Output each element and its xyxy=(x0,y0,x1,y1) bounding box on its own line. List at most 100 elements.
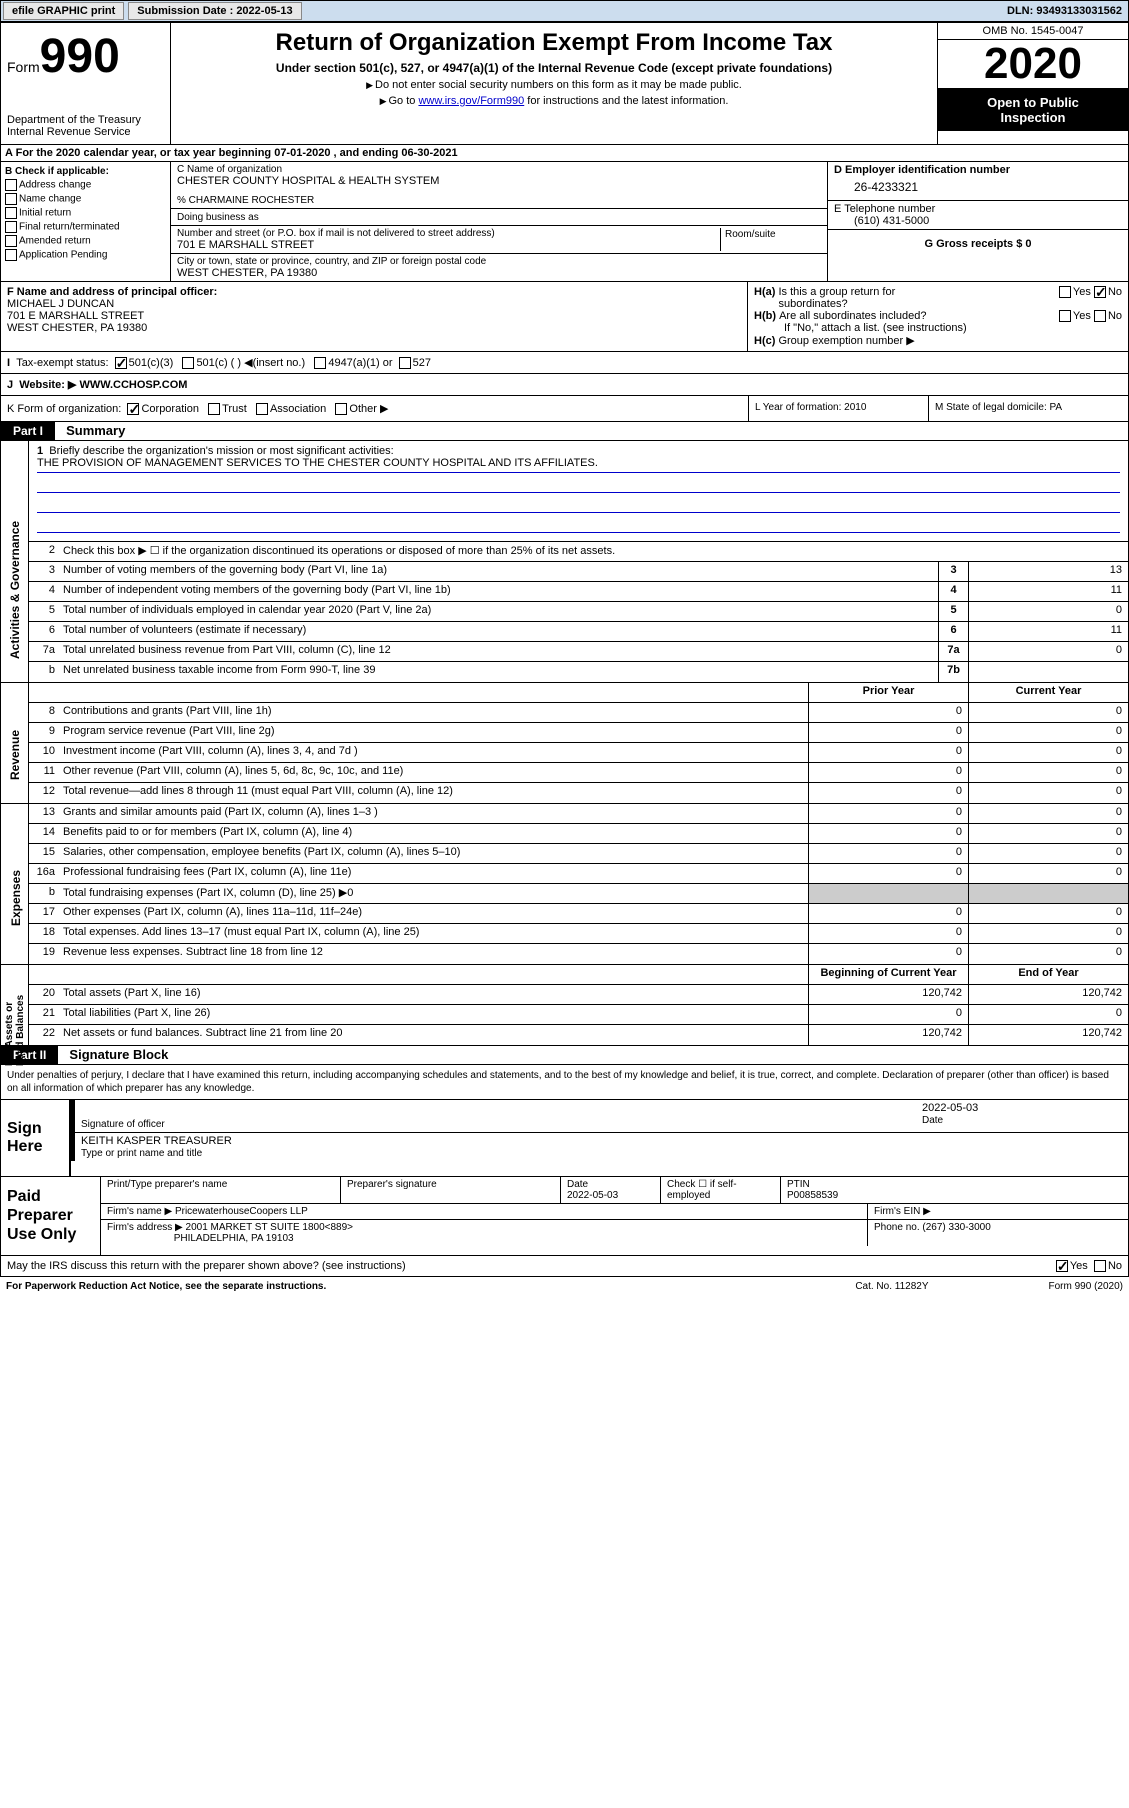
box-k: K Form of organization: Corporation Trus… xyxy=(1,396,748,421)
current-year-val: 120,742 xyxy=(968,1025,1128,1045)
current-year-val: 0 xyxy=(968,743,1128,762)
cb-amended[interactable] xyxy=(5,235,17,247)
summary-row: 21Total liabilities (Part X, line 26)00 xyxy=(29,1005,1128,1025)
cb-501c[interactable] xyxy=(182,357,194,369)
row-desc: Total unrelated business revenue from Pa… xyxy=(59,642,938,661)
sig-date-label: Date xyxy=(922,1115,943,1126)
phone-label: E Telephone number xyxy=(834,203,1122,215)
page-footer: For Paperwork Reduction Act Notice, see … xyxy=(0,1277,1129,1296)
current-year-val: 0 xyxy=(968,944,1128,964)
vtab-revenue: Revenue xyxy=(8,720,22,780)
discuss-question: May the IRS discuss this return with the… xyxy=(7,1260,1056,1272)
irs-label: Internal Revenue Service xyxy=(7,126,164,138)
row-desc: Net assets or fund balances. Subtract li… xyxy=(59,1025,808,1045)
box-b: B Check if applicable: Address change Na… xyxy=(1,162,171,281)
cb-corporation[interactable] xyxy=(127,403,139,415)
form-990-num: 990 xyxy=(40,30,120,83)
form990-link[interactable]: www.irs.gov/Form990 xyxy=(418,95,524,107)
row-num: b xyxy=(29,662,59,682)
ha-yes: Yes xyxy=(1073,286,1091,310)
ssn-note: Do not enter social security numbers on … xyxy=(177,79,931,91)
lbl-initial-return: Initial return xyxy=(19,208,71,219)
row-desc: Investment income (Part VIII, column (A)… xyxy=(59,743,808,762)
summary-row: 3Number of voting members of the governi… xyxy=(29,562,1128,582)
ha-text1: Is this a group return for xyxy=(778,286,895,298)
lbl-4947: 4947(a)(1) or xyxy=(328,357,392,369)
row-num: 3 xyxy=(29,562,59,581)
lbl-final-return: Final return/terminated xyxy=(19,222,120,233)
row-num: 13 xyxy=(29,804,59,823)
cat-number: Cat. No. 11282Y xyxy=(855,1281,928,1292)
hb-text: Are all subordinates included? xyxy=(779,310,1059,322)
lbl-other: Other ▶ xyxy=(349,403,388,415)
lbl-app-pending: Application Pending xyxy=(19,250,107,261)
cb-4947[interactable] xyxy=(314,357,326,369)
row-num: 17 xyxy=(29,904,59,923)
box-c: C Name of organization CHESTER COUNTY HO… xyxy=(171,162,828,281)
sign-here-block: Sign Here Signature of officer 2022-05-0… xyxy=(0,1100,1129,1177)
box-deg: D Employer identification number 26-4233… xyxy=(828,162,1128,281)
current-year-val: 120,742 xyxy=(968,985,1128,1004)
website-value: WWW.CCHOSP.COM xyxy=(79,379,187,391)
firm-ein-label: Firm's EIN ▶ xyxy=(868,1204,1128,1219)
prep-sig-label: Preparer's signature xyxy=(341,1177,561,1203)
cb-other[interactable] xyxy=(335,403,347,415)
firm-addr1: 2001 MARKET ST SUITE 1800 xyxy=(186,1222,325,1233)
cb-discuss-no[interactable] xyxy=(1094,1260,1106,1272)
row-num: 22 xyxy=(29,1025,59,1045)
firm-addr-label: Firm's address ▶ xyxy=(107,1222,183,1233)
org-name: CHESTER COUNTY HOSPITAL & HEALTH SYSTEM xyxy=(177,175,821,187)
prior-year-val xyxy=(808,884,968,903)
row-klm: K Form of organization: Corporation Trus… xyxy=(0,396,1129,422)
inspect-line1: Open to Public xyxy=(942,95,1124,110)
box-m: M State of legal domicile: PA xyxy=(928,396,1128,421)
row-desc: Total fundraising expenses (Part IX, col… xyxy=(59,884,808,903)
cb-trust[interactable] xyxy=(208,403,220,415)
cb-initial-return[interactable] xyxy=(5,207,17,219)
inspect-line2: Inspection xyxy=(942,110,1124,125)
tax-year: 2020 xyxy=(938,40,1128,89)
cb-ha-yes[interactable] xyxy=(1059,286,1071,298)
cb-ha-no[interactable] xyxy=(1094,286,1106,298)
current-year-val: 0 xyxy=(968,783,1128,803)
org-name-label: C Name of organization xyxy=(177,164,821,175)
section-expenses: Expenses 13Grants and similar amounts pa… xyxy=(0,804,1129,965)
summary-row: 8Contributions and grants (Part VIII, li… xyxy=(29,703,1128,723)
prior-year-hdr: Prior Year xyxy=(808,683,968,702)
lbl-amended: Amended return xyxy=(19,236,91,247)
goto-pre: Go to xyxy=(380,95,419,107)
cb-address-change[interactable] xyxy=(5,179,17,191)
open-inspection: Open to Public Inspection xyxy=(938,89,1128,131)
form-subtitle: Under section 501(c), 527, or 4947(a)(1)… xyxy=(177,61,931,75)
pra-notice: For Paperwork Reduction Act Notice, see … xyxy=(6,1281,855,1292)
cb-application-pending[interactable] xyxy=(5,249,17,261)
h-note: If "No," attach a list. (see instruction… xyxy=(754,322,1122,334)
cb-name-change[interactable] xyxy=(5,193,17,205)
cb-501c3[interactable] xyxy=(115,357,127,369)
cb-final-return[interactable] xyxy=(5,221,17,233)
row-num: 7a xyxy=(29,642,59,661)
end-year-hdr: End of Year xyxy=(968,965,1128,984)
row-num: 11 xyxy=(29,763,59,782)
summary-row: bNet unrelated business taxable income f… xyxy=(29,662,1128,682)
current-year-val: 0 xyxy=(968,804,1128,823)
cb-hb-yes[interactable] xyxy=(1059,310,1071,322)
current-year-val: 0 xyxy=(968,904,1128,923)
row-desc: Total liabilities (Part X, line 26) xyxy=(59,1005,808,1024)
part2-title: Signature Block xyxy=(61,1047,168,1062)
cb-hb-no[interactable] xyxy=(1094,310,1106,322)
cb-association[interactable] xyxy=(256,403,268,415)
ha-no: No xyxy=(1108,286,1122,310)
current-year-hdr: Current Year xyxy=(968,683,1128,702)
row-num: 16a xyxy=(29,864,59,883)
current-year-val: 0 xyxy=(968,824,1128,843)
cb-527[interactable] xyxy=(399,357,411,369)
row-num: 10 xyxy=(29,743,59,762)
prior-year-val: 0 xyxy=(808,844,968,863)
row-desc: Salaries, other compensation, employee b… xyxy=(59,844,808,863)
row-desc: Professional fundraising fees (Part IX, … xyxy=(59,864,808,883)
lbl-address-change: Address change xyxy=(19,180,91,191)
goto-note: Go to www.irs.gov/Form990 for instructio… xyxy=(177,95,931,107)
row-num: 4 xyxy=(29,582,59,601)
cb-discuss-yes[interactable] xyxy=(1056,1260,1068,1272)
